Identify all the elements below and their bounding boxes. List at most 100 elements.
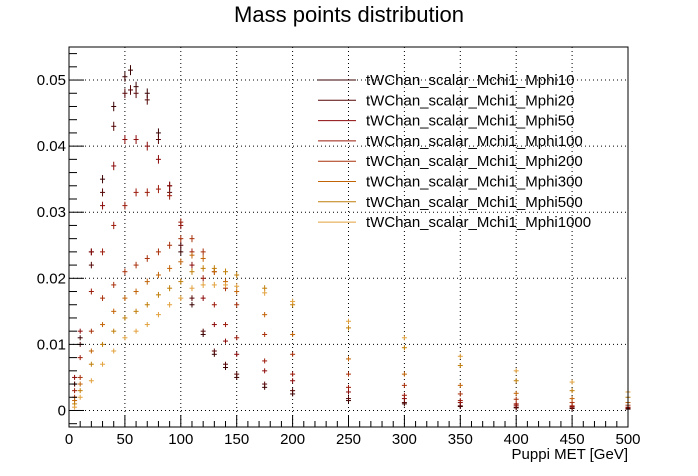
- data-point: [200, 281, 206, 288]
- data-point: [77, 388, 83, 394]
- data-point: [167, 191, 173, 200]
- data-point: [290, 378, 296, 384]
- data-point: [167, 265, 173, 272]
- data-point: [155, 135, 161, 144]
- data-point: [133, 88, 139, 99]
- data-point: [144, 278, 150, 285]
- data-point: [72, 374, 78, 380]
- legend-item: tWChan_scalar_Mchi1_Mphi100: [318, 133, 583, 150]
- data-point: [88, 361, 94, 367]
- data-point: [262, 358, 268, 364]
- axis-layer: 0 50 100 150 200 250 300 350 400 450 500 0 0.01 0.02 0…: [37, 53, 641, 448]
- data-point: [167, 301, 173, 308]
- legend-item: tWChan_scalar_Mchi1_Mphi1000: [318, 214, 591, 231]
- data-point: [178, 295, 184, 301]
- x-tick-label: 250: [336, 431, 361, 448]
- data-point: [77, 374, 83, 380]
- data-point: [111, 281, 117, 288]
- data-layer: [72, 65, 631, 412]
- legend-item: tWChan_scalar_Mchi1_Mphi300: [318, 174, 583, 191]
- data-point: [189, 251, 195, 259]
- x-tick-label: 0: [65, 431, 73, 448]
- data-point: [457, 398, 463, 404]
- data-point: [144, 95, 150, 105]
- x-tick-label: 500: [615, 431, 640, 448]
- data-point: [111, 121, 117, 131]
- data-point: [234, 371, 240, 377]
- legend-item: tWChan_scalar_Mchi1_Mphi500: [318, 194, 583, 211]
- data-point: [155, 291, 161, 298]
- data-point: [262, 368, 268, 374]
- data-point: [513, 378, 519, 384]
- data-point: [133, 261, 139, 269]
- data-point: [346, 396, 351, 402]
- legend-label: tWChan_scalar_Mchi1_Mphi300: [366, 174, 583, 191]
- data-point: [178, 248, 184, 256]
- data-point: [77, 335, 83, 341]
- y-tick-label: 0.02: [37, 270, 66, 287]
- legend-item: tWChan_scalar_Mchi1_Mphi50: [318, 113, 574, 130]
- data-point: [346, 384, 351, 390]
- data-point: [234, 271, 240, 279]
- data-point: [200, 295, 206, 301]
- legend-item: tWChan_scalar_Mchi1_Mphi200: [318, 153, 583, 170]
- data-point: [457, 382, 463, 388]
- data-point: [290, 331, 296, 337]
- x-tick-label: 450: [560, 431, 585, 448]
- data-point: [189, 301, 195, 308]
- data-point: [401, 371, 407, 377]
- y-tick-label: 0.03: [37, 204, 66, 221]
- data-point: [127, 65, 133, 76]
- data-point: [144, 301, 150, 308]
- data-point: [569, 388, 575, 394]
- data-point: [100, 201, 106, 210]
- data-point: [223, 268, 229, 275]
- legend-label: tWChan_scalar_Mchi1_Mphi50: [366, 113, 574, 130]
- data-point: [290, 388, 296, 394]
- data-point: [88, 378, 94, 384]
- data-point: [569, 379, 575, 385]
- data-point: [100, 341, 106, 347]
- data-point: [72, 404, 78, 410]
- data-point: [178, 218, 184, 226]
- data-point: [122, 88, 128, 99]
- data-point: [200, 328, 206, 334]
- data-point: [122, 268, 128, 275]
- data-point: [457, 363, 463, 369]
- data-point: [211, 301, 217, 308]
- data-point: [122, 295, 128, 301]
- data-point: [346, 356, 351, 362]
- data-point: [77, 381, 83, 387]
- data-point: [77, 394, 83, 400]
- x-tick-label: 100: [168, 431, 193, 448]
- y-tick-label: 0.05: [37, 72, 66, 89]
- data-point: [234, 288, 240, 295]
- data-point: [234, 335, 240, 341]
- data-point: [211, 265, 217, 272]
- data-point: [200, 255, 206, 262]
- legend-label: tWChan_scalar_Mchi1_Mphi100: [366, 133, 583, 150]
- data-point: [122, 315, 128, 321]
- data-point: [88, 328, 94, 334]
- data-point: [211, 348, 217, 354]
- legend-label: tWChan_scalar_Mchi1_Mphi200: [366, 153, 583, 170]
- series-tWChan_scalar_Mchi1_Mphi1000: [72, 281, 631, 410]
- data-point: [100, 188, 106, 197]
- legend: tWChan_scalar_Mchi1_Mphi10 tWChan_scalar_…: [318, 72, 591, 231]
- data-point: [262, 312, 268, 318]
- data-point: [88, 348, 94, 354]
- chart-title: Mass points distribution: [234, 2, 464, 27]
- data-point: [262, 289, 268, 296]
- data-point: [401, 382, 407, 388]
- data-point: [200, 265, 206, 272]
- data-point: [346, 325, 351, 331]
- data-point: [77, 328, 83, 334]
- data-point: [122, 201, 128, 210]
- data-point: [72, 388, 78, 394]
- data-point: [189, 285, 195, 292]
- data-point: [111, 161, 117, 171]
- data-point: [457, 353, 463, 359]
- y-tick-label: 0.01: [37, 336, 66, 353]
